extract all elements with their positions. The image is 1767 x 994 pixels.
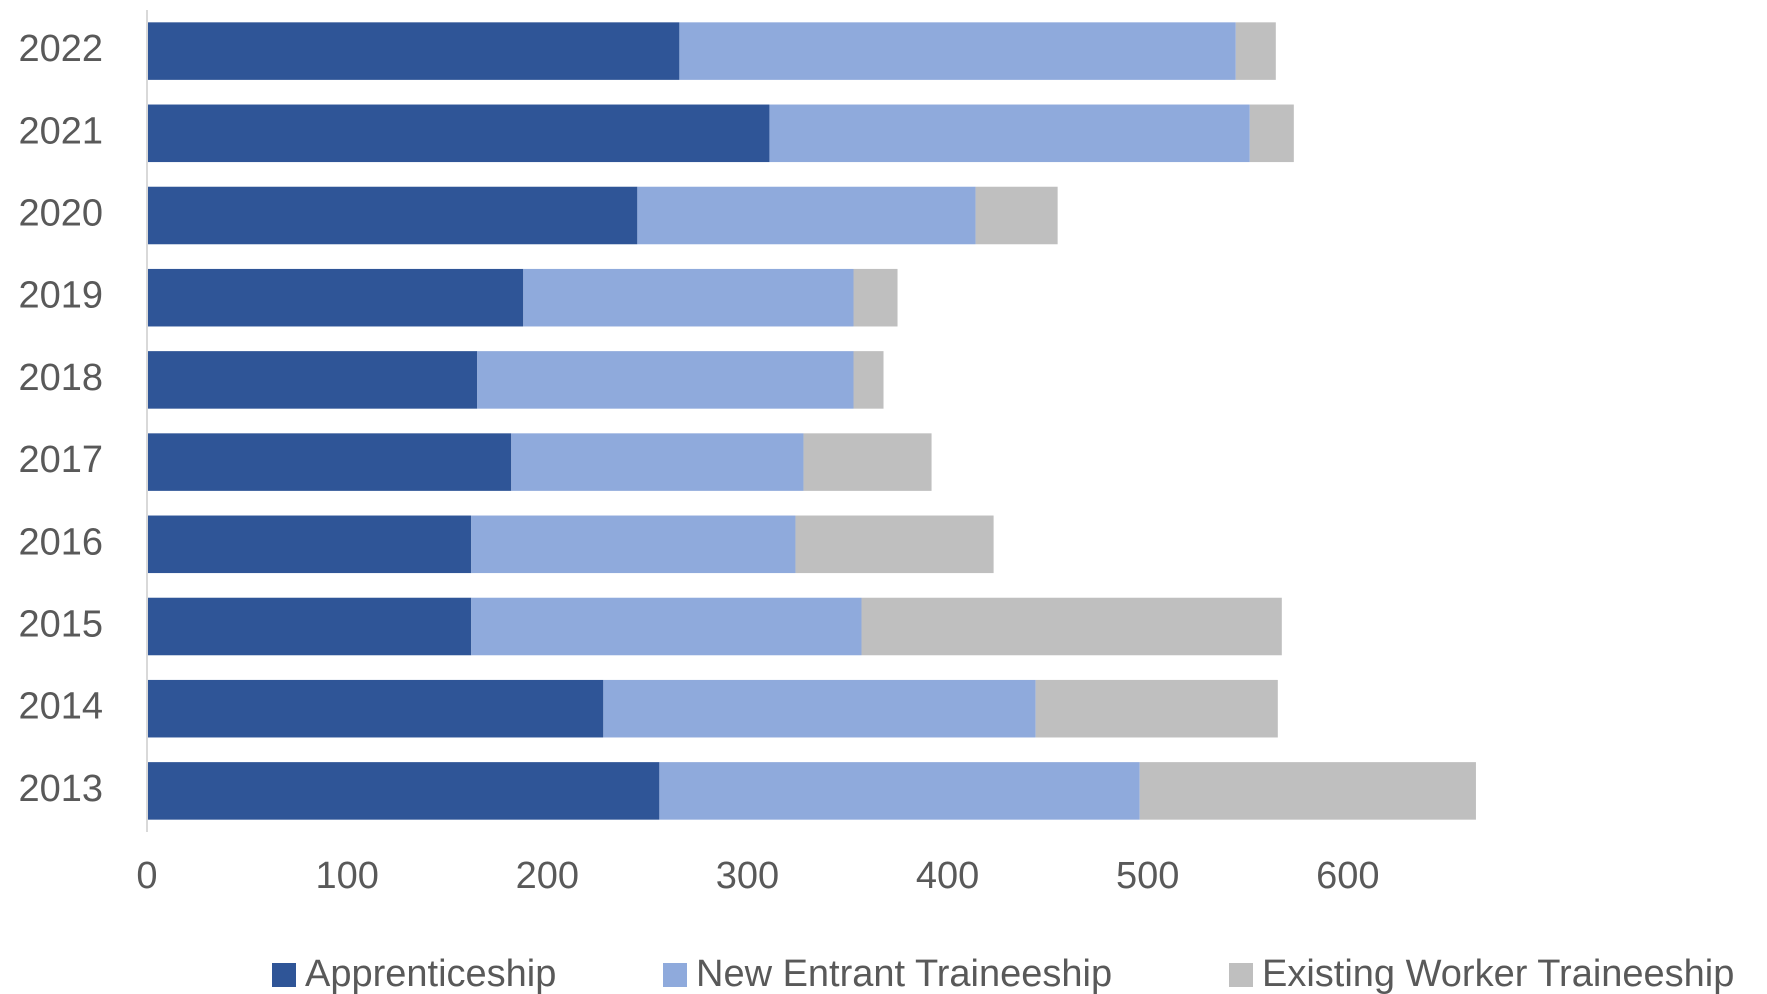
x-tick-label: 600: [1316, 855, 1379, 897]
legend-label: Existing Worker Traineeship: [1262, 953, 1734, 994]
bar-segment: [147, 22, 680, 80]
legend-swatch: [272, 963, 296, 987]
bar-segment: [637, 186, 976, 245]
legend-label: Apprenticeship: [305, 953, 556, 994]
legend-label: New Entrant Traineeship: [696, 953, 1112, 994]
y-tick-label: 2022: [18, 28, 103, 70]
y-tick-label: 2018: [18, 357, 103, 399]
bar-segment: [471, 515, 796, 574]
x-tick-label: 200: [516, 855, 579, 897]
bar-segment: [853, 351, 884, 409]
x-tick-label: 300: [716, 855, 779, 897]
bar-segment: [659, 762, 1140, 820]
bar-segment: [147, 762, 660, 820]
bar-segment: [975, 186, 1058, 245]
y-tick-label: 2021: [18, 110, 103, 152]
bar-segment: [679, 22, 1236, 80]
legend-swatch: [663, 963, 687, 987]
y-tick-label: 2016: [18, 521, 103, 563]
bar-segment: [471, 597, 862, 656]
bar-segment: [147, 679, 604, 738]
y-tick-label: 2013: [18, 768, 103, 810]
y-tick-label: 2017: [18, 439, 103, 481]
bar-segment: [803, 433, 932, 491]
bar-segment: [1249, 104, 1294, 163]
bar-segment: [1139, 762, 1476, 820]
x-tick-label: 0: [136, 855, 157, 897]
x-tick-label: 100: [315, 855, 378, 897]
y-tick-label: 2020: [18, 193, 103, 235]
bar-segment: [603, 679, 1036, 738]
bar-segment: [147, 351, 478, 409]
bar-segment: [861, 597, 1282, 656]
bar-segment: [769, 104, 1250, 163]
bar-segment: [853, 268, 898, 327]
bar-segment: [147, 186, 638, 245]
x-tick-label: 500: [1116, 855, 1179, 897]
bar-segment: [1235, 22, 1276, 80]
bar-segment: [147, 433, 512, 491]
bar-segment: [523, 268, 854, 327]
x-tick-label: 400: [916, 855, 979, 897]
bar-segment: [147, 268, 524, 327]
bar-segment: [795, 515, 994, 574]
bar-segment: [1035, 679, 1278, 738]
bar-segment: [147, 597, 472, 656]
bar-segment: [477, 351, 854, 409]
legend-swatch: [1229, 963, 1253, 987]
bar-segment: [147, 104, 770, 163]
y-tick-label: 2015: [18, 604, 103, 646]
bar-segment: [147, 515, 472, 574]
y-tick-label: 2014: [18, 686, 103, 728]
bar-segment: [511, 433, 804, 491]
y-tick-label: 2019: [18, 275, 103, 317]
